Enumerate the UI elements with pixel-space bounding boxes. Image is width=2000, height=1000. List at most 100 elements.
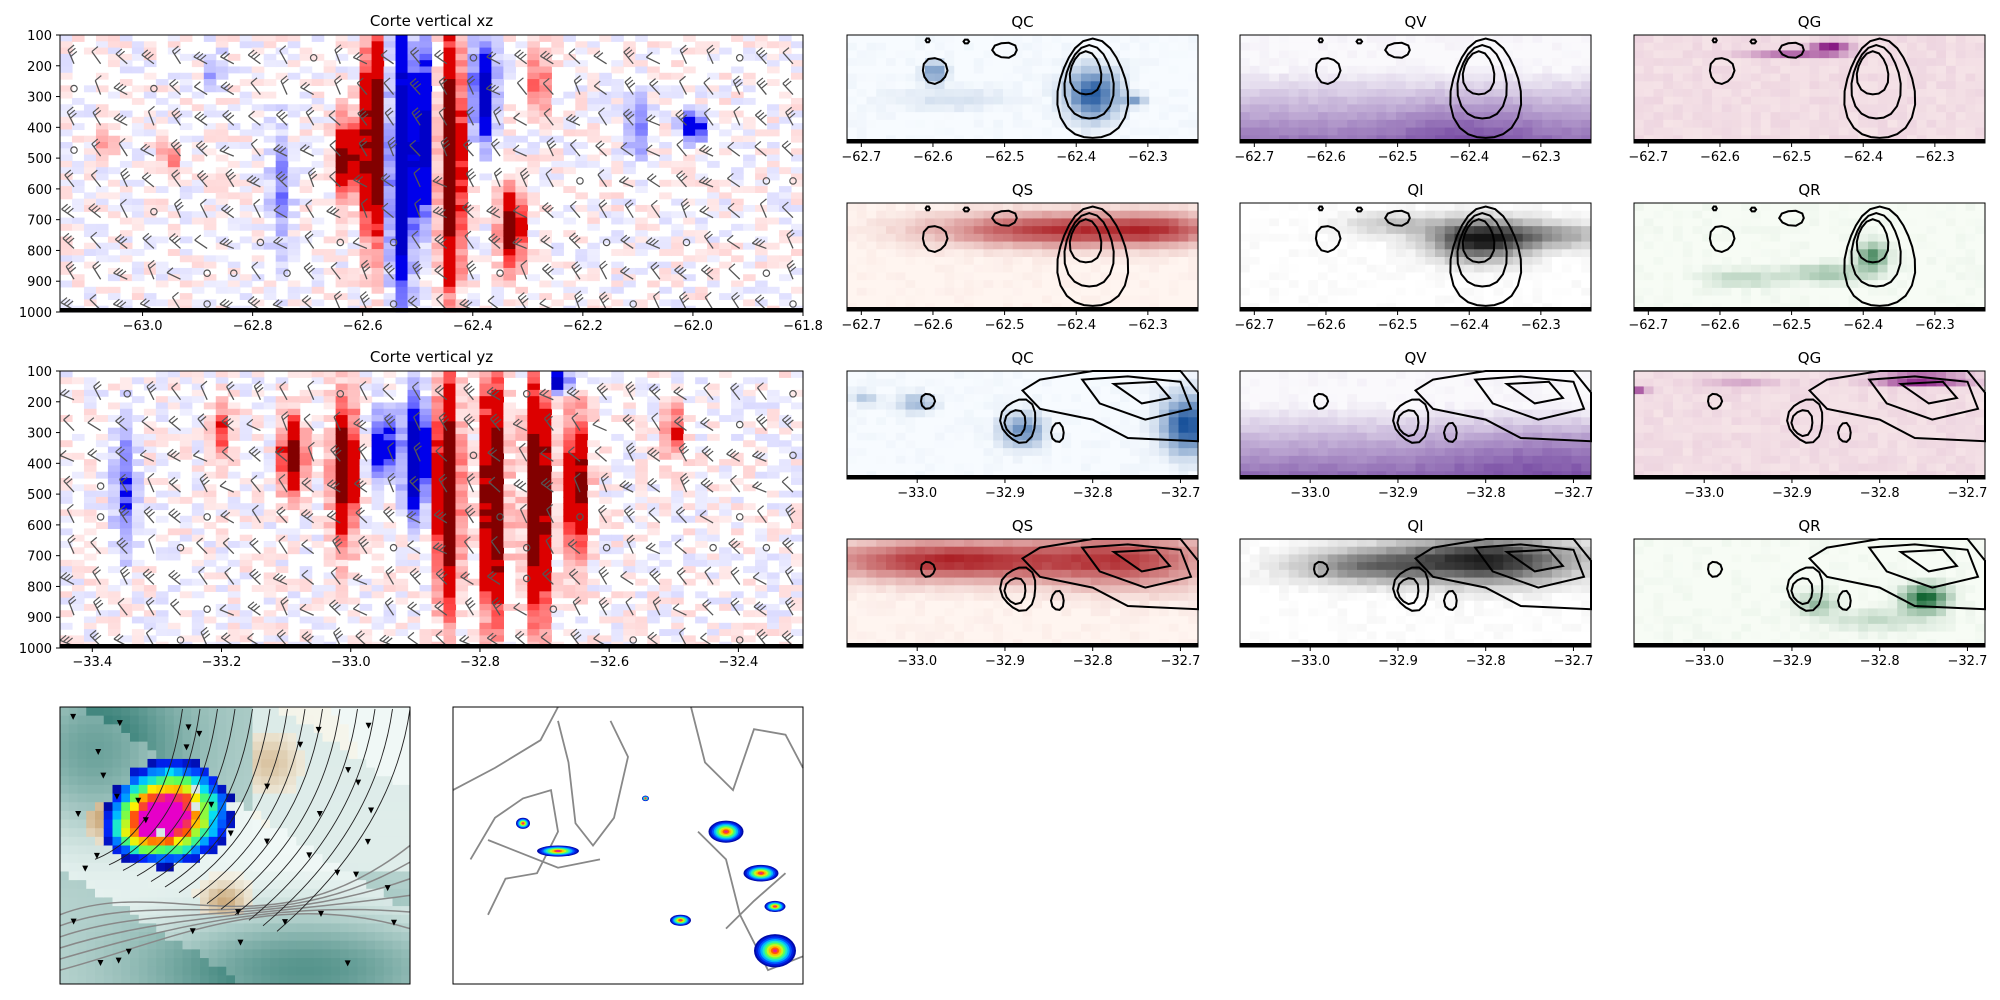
w-cell [191,591,205,599]
w-cell [347,66,361,74]
w-cell [443,415,457,422]
w-cell [71,471,85,479]
wind-barb [413,416,421,431]
w-cell [779,616,792,624]
w-cell [179,110,193,118]
w-cell [731,553,744,561]
w-cell [647,610,660,618]
w-cell [695,255,708,263]
w-cell [263,585,277,592]
w-cell [359,471,373,479]
wind-barb [624,204,634,219]
w-cell [311,286,325,294]
w-cell [419,79,433,86]
w-cell [647,160,660,168]
w-cell [659,559,672,567]
w-cell [779,192,792,200]
w-cell [623,217,636,225]
wind-barb-flag [390,143,397,150]
wind-barb-flag [59,634,67,641]
w-cell [503,66,516,74]
w-cell [335,402,349,410]
wind-barb-flag [756,47,763,54]
w-cell [467,274,481,282]
wind-barb-flag [676,388,684,395]
w-cell [671,261,684,269]
w-cell [731,389,744,397]
w-cell [443,371,457,378]
wind-barb [219,149,235,157]
w-cell [383,242,397,250]
wind-barb-flag [519,53,527,60]
w-cell [275,198,289,206]
w-cell [563,383,576,391]
w-cell [527,591,540,599]
w-cell [479,635,493,643]
wind-barb-flag [439,545,446,551]
w-cell [443,217,457,225]
w-cell [371,427,385,435]
w-cell [83,496,97,504]
w-cell [623,484,636,492]
wind-barb-flag [118,138,126,144]
wind-barb-flag [360,538,367,545]
w-cell [611,622,624,630]
wind-barb-flag [304,297,312,304]
w-cell [551,60,564,68]
w-cell [251,160,265,168]
w-cell [371,299,385,307]
w-cell [359,85,373,93]
w-cell [263,198,277,206]
wind-barb-flag [64,205,71,212]
w-cell [539,503,552,511]
w-cell [395,223,409,231]
w-cell [671,47,684,55]
wind-barb-flag [388,475,396,482]
wind-barb-flag [467,388,475,395]
w-cell [287,230,301,238]
w-cell [395,553,409,561]
w-cell [407,60,421,68]
w-cell [599,616,612,624]
wind-barb-flag [463,573,470,579]
w-cell [659,116,672,124]
w-cell [131,440,145,448]
w-cell [515,427,528,435]
w-cell [623,465,636,473]
w-cell [323,427,337,435]
w-cell [491,559,505,567]
wind-barb [512,423,527,432]
w-cell [119,274,133,282]
w-cell [323,515,337,523]
w-cell [647,72,660,80]
wind-barb-flag [278,473,286,480]
wind-barb [301,544,315,555]
w-cell [575,528,588,536]
w-cell [251,41,265,49]
wind-barb-flag [66,503,74,510]
w-cell [719,603,732,611]
wind-barb-flag [69,266,77,273]
w-cell [635,534,648,542]
wind-barb [512,242,527,250]
w-cell [479,415,493,422]
w-cell [551,446,564,454]
w-cell [263,91,277,99]
w-cell [251,154,265,162]
w-cell [311,267,325,275]
w-cell [575,154,588,162]
w-cell [263,204,277,212]
w-cell [575,408,588,416]
w-cell [215,471,229,479]
w-cell [539,515,552,523]
w-cell [371,446,385,454]
wind-barb-flag [540,234,548,241]
wind-barb [220,514,235,524]
w-cell [60,47,73,55]
w-cell [647,148,660,156]
w-cell [467,635,481,643]
w-cell [707,402,720,410]
w-cell [395,230,409,238]
w-cell [443,540,457,548]
wind-barb-flag [647,447,654,454]
